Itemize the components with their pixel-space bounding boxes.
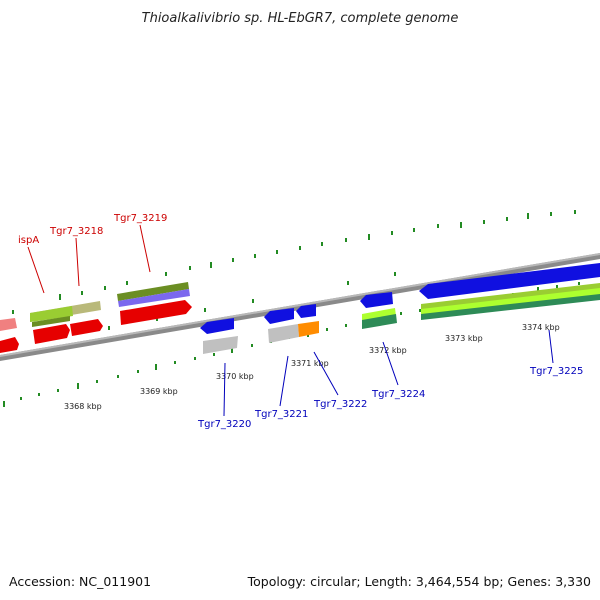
scale-label: 3373 kbp [445,334,483,343]
scale-label: 3372 kbp [369,346,407,355]
tgr7-3222-gene-arrow [296,304,316,318]
ispA-gene-arrow [33,324,70,344]
map-title: Thioalkalivibrio sp. HL-EbGR7, complete … [142,11,459,26]
tgr7-3219-gene-bar-olive [117,282,189,301]
gene-label-tgr7-3218: Tgr7_3218 [49,226,103,237]
gene-label-tgr7-3219: Tgr7_3219 [113,213,167,224]
gene-labels: ispA Tgr7_3218 Tgr7_3219 Tgr7_3220 Tgr7_… [18,213,583,430]
tgr7-3224-gene-bar-dark [362,314,397,329]
gene-label-ispA: ispA [18,235,39,246]
tgr7-3225-gene-arrow [419,263,600,299]
tgr7-3219-gene-arrow [120,300,192,325]
tgr7-3218-gene-arrow [70,319,103,336]
gene-label-tgr7-3224: Tgr7_3224 [371,389,425,400]
leader-lines [27,224,554,417]
outer-tick-ring [9,210,576,347]
gene-label-tgr7-3221: Tgr7_3221 [254,409,308,420]
scale-label: 3368 kbp [64,402,102,411]
ispA-gene-bar-green [30,306,73,322]
reverse-strand-genes [200,263,600,354]
scale-label: 3369 kbp [140,387,178,396]
tgr7-3221-gene-bar [268,324,299,343]
gene-label-tgr7-3222: Tgr7_3222 [313,399,367,410]
scale-label: 3370 kbp [216,372,254,381]
scale-label: 3371 kbp [291,359,329,368]
tgr7-3221-gene-arrow [264,308,294,324]
tgr7-3223-gene-arrow [360,292,393,308]
tgr7-3220-gene-arrow [200,318,234,334]
tgr7-3220-gene-bar [203,336,238,354]
partial-gene-left-red [0,337,19,353]
scale-label: 3374 kbp [522,323,560,332]
scale-labels: 3368 kbp 3369 kbp 3370 kbp 3371 kbp 3372… [64,323,560,411]
gene-label-tgr7-3220: Tgr7_3220 [197,419,251,430]
gene-label-tgr7-3225: Tgr7_3225 [529,366,583,377]
tgr7-3219-gene-bar-purple [118,289,190,307]
forward-strand-genes [0,282,192,353]
accession-text: Accession: NC_011901 [9,574,151,589]
genome-stats-text: Topology: circular; Length: 3,464,554 bp… [247,574,591,589]
partial-gene-left-pink [0,318,17,331]
tgr7-3222-gene-bar [298,321,319,337]
tgr7-3225-gene-bar-dark [421,294,600,320]
ispA-gene-bar-dark [32,316,70,327]
